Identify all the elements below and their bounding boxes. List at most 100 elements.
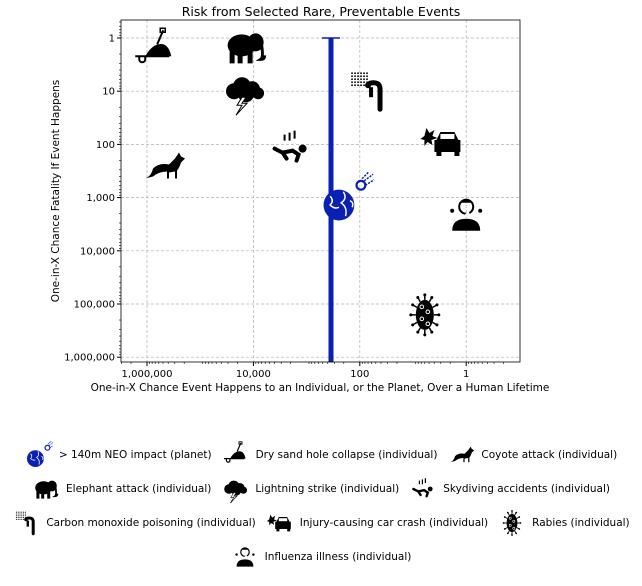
legend-row: Carbon monoxide poisoning (individual) In… [0,506,642,540]
legend-label: Injury-causing car crash (individual) [299,517,489,529]
sneeze [251,553,255,556]
icon-part [459,198,474,203]
sneeze [478,208,483,213]
shovel-handle [159,27,166,34]
data-point [135,27,172,64]
gas-dot [363,72,365,75]
legend-entry: Skydiving accidents (individual) [409,475,610,503]
elephant-icon [227,33,267,64]
gas-dot [16,513,18,515]
gas-dot [354,81,356,84]
legend-icon [16,511,36,536]
legend-label: Elephant attack (individual) [66,483,212,495]
gas-dot [17,517,20,519]
icon-part [36,491,51,499]
icon-part [230,492,238,503]
spike-tip [423,293,427,297]
gas-dot [23,515,25,517]
sneeze [235,553,238,556]
spike-tip [515,532,518,535]
virus-body [506,514,518,532]
legend-entry: Injury-causing car crash (individual) [266,509,488,537]
virus-spot [425,309,431,315]
legend-entry: Carbon monoxide poisoning (individual) [12,509,256,537]
gas-dot [354,84,356,87]
car-crash-icon [266,514,291,532]
icon-part [255,45,267,61]
head [247,33,264,52]
icon-part [283,130,296,141]
icon-part [240,547,249,550]
gas-dot [16,515,18,517]
legend-icon [502,510,522,536]
data-point [409,293,441,337]
gas-dot [366,75,368,78]
spike-tip [430,330,434,334]
virus-icon [502,510,522,536]
y-tick-label: 10 [102,87,115,98]
icon-part [367,80,383,112]
legend-entry: Rabies (individual) [498,509,630,537]
spike-tip [423,333,427,337]
legend-row: > 140m NEO impact (planet) Dry sand hole … [0,438,642,472]
legend-icon [35,480,59,499]
legend-entry: Lightning strike (individual) [221,475,399,503]
gas-dot [363,81,365,84]
spike-tip [437,313,441,317]
car-crash-icon [266,514,291,532]
spike-tip [511,510,514,512]
gas-dot [16,511,18,513]
x-tick-label: 1,000,000 [122,369,173,380]
spike-tip [435,323,439,327]
legend-entry: Dry sand hole collapse (individual) [222,441,437,469]
gas-dot [360,81,362,84]
y-tick-label: 100 [96,140,115,151]
car-crash-icon [420,127,461,156]
gas-dot [363,78,365,81]
icon-part [436,151,460,156]
plot-frame [120,19,521,363]
chart-title: Risk from Selected Rare, Preventable Eve… [182,4,461,19]
icon-part [235,96,249,116]
x-axis-label: One-in-X Chance Event Happens to an Indi… [91,382,550,394]
icon-part [223,458,244,463]
coyote-icon [145,152,186,179]
legend-label: Coyote attack (individual) [481,449,618,461]
gas-dot [25,515,27,517]
grid [121,20,520,362]
gas-dot [363,75,365,78]
legend-row: Influenza illness (individual) [0,540,642,574]
skydiver-icon [412,478,433,498]
icon-part [229,451,246,459]
gas-dot [19,517,21,519]
elephant-icon [35,480,59,499]
icon-part [52,487,59,498]
data-point [226,77,265,116]
gas-dot [19,518,21,520]
icon-part [272,146,301,163]
icon-part [276,529,290,532]
gas-dot [16,517,18,519]
legend-label: > 140m NEO impact (planet) [58,449,212,461]
data-point [227,33,267,64]
virus-icon [502,510,522,536]
virus-spot [512,527,516,530]
icon-part [329,191,354,217]
gas-dot [366,72,368,75]
icon-part [412,487,430,498]
legend-icon [224,480,248,503]
x-tick-label: 1 [463,369,469,380]
skydiver-icon [412,478,433,498]
gas-dot [21,513,23,515]
spike-tip [502,522,505,524]
gas-dot [351,75,353,78]
spike-tip [409,313,413,317]
x-tick-label: 100 [350,369,369,380]
gas-dot [17,513,20,515]
icon-part [145,152,186,179]
spike-tip [519,522,522,524]
spike-tip [515,511,518,514]
icon-part [420,127,438,146]
axis-ticks: 1,000,000 10,000 100 1 1 10 100 1,000 10,000 100,… [64,21,504,380]
